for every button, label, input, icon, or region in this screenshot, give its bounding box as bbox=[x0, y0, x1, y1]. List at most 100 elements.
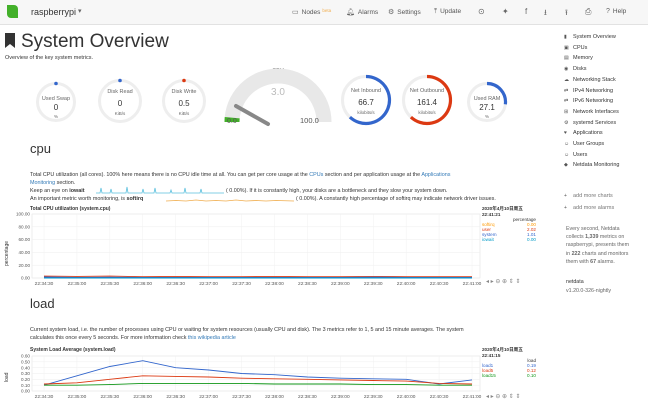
y-tick-label: 0.30 bbox=[21, 371, 30, 376]
nav-settings[interactable]: ⚙ Settings bbox=[388, 9, 421, 16]
sidebar-item-users[interactable]: ☺ Users bbox=[564, 151, 588, 158]
gauge-used-swap[interactable]: Used Swap 0 % bbox=[35, 81, 77, 123]
disk-icon: ◉ bbox=[564, 66, 569, 73]
gear-icon: ⚙ bbox=[388, 9, 395, 16]
sidebar-item-memory[interactable]: ▤ Memory bbox=[564, 55, 593, 62]
download-icon[interactable]: ⭳ bbox=[544, 8, 547, 17]
gauge-disk-write[interactable]: Disk Write 0.5 KiB/s bbox=[161, 78, 207, 124]
users-icon: ☺ bbox=[564, 141, 570, 147]
nav-update[interactable]: ⤒ Update bbox=[434, 8, 462, 15]
iowait-sparkline bbox=[96, 186, 224, 194]
cloud-icon: ☁ bbox=[564, 76, 569, 83]
gauge-disk-read[interactable]: Disk Read 0 KiB/s bbox=[97, 78, 143, 124]
y-tick-label: 20.00 bbox=[19, 263, 31, 268]
sidebar-item-systemd-services[interactable]: ⚙ systemd Services bbox=[564, 119, 617, 126]
sitemap-icon: ⊞ bbox=[564, 108, 569, 115]
sidebar-item-ipv6-networking[interactable]: ⇄ IPv6 Networking bbox=[564, 98, 614, 105]
sidebar-item-user-groups[interactable]: ☺ User Groups bbox=[564, 141, 605, 147]
sidebar-item-disks[interactable]: ◉ Disks bbox=[564, 66, 587, 73]
series-line-load1 bbox=[43, 360, 473, 386]
series-line-user bbox=[43, 275, 472, 278]
load-chart-legend: 2020年4月10日周五 22:41:15 load load1 0.19 load… bbox=[482, 347, 536, 378]
nav-nodes[interactable]: ▭ Nodes beta bbox=[292, 8, 332, 16]
sidebar-item-system-overview[interactable]: ▮ System Overview bbox=[564, 34, 616, 40]
print-icon[interactable]: ⎙ bbox=[585, 7, 592, 16]
x-tick-label: 22:37:00 bbox=[199, 394, 218, 400]
x-tick-label: 22:36:00 bbox=[133, 281, 152, 287]
host-name[interactable]: raspberrypi bbox=[31, 7, 77, 17]
y-tick-label: 0.50 bbox=[21, 359, 30, 364]
cpus-link[interactable]: CPUs bbox=[309, 172, 324, 178]
upload-icon[interactable]: ⭱ bbox=[565, 8, 568, 17]
bookmark-icon bbox=[5, 33, 15, 48]
add-more-charts-link[interactable]: + add more charts bbox=[564, 193, 613, 199]
sidebar-item-netdata-monitoring[interactable]: ◆ Netdata Monitoring bbox=[564, 162, 620, 169]
cpu-gauge-arc bbox=[224, 68, 332, 126]
load-chart[interactable]: 0.600.500.400.300.200.100.00 22:34:30 22:3… bbox=[0, 351, 540, 405]
x-tick-label: 22:40:00 bbox=[397, 281, 416, 287]
x-tick-label: 22:37:00 bbox=[199, 281, 218, 287]
legend-item-iowait[interactable]: iowait 0.00 bbox=[482, 237, 536, 242]
gauge-net-outbound[interactable]: Net Outbound 161.4 kilobits/s bbox=[401, 74, 453, 126]
gauge-arc bbox=[486, 81, 508, 105]
gauge-ring bbox=[402, 74, 453, 126]
gauge-marker bbox=[182, 78, 186, 83]
user-icon: ☺ bbox=[564, 151, 570, 158]
legend-item-system[interactable]: system 1.01 bbox=[482, 232, 536, 237]
gauge-arc bbox=[348, 74, 392, 126]
x-tick-label: 22:37:30 bbox=[232, 394, 251, 400]
footer-name: netdata bbox=[566, 279, 584, 285]
update-icon: ⤒ bbox=[434, 8, 438, 15]
sidebar-item-networking-stack[interactable]: ☁ Networking Stack bbox=[564, 76, 616, 83]
y-tick-label: 60.00 bbox=[19, 237, 31, 242]
footer-version: v1.20.0-326-nightly bbox=[566, 288, 612, 294]
facebook-icon[interactable]: f bbox=[525, 7, 528, 16]
x-tick-label: 22:39:30 bbox=[364, 281, 383, 287]
add-more-alarms-link[interactable]: + add more alarms bbox=[564, 205, 615, 211]
page-subtitle: Overview of the key system metrics. bbox=[5, 55, 94, 61]
legend-item-load5[interactable]: load5 0.12 bbox=[482, 368, 536, 373]
x-tick-label: 22:35:00 bbox=[68, 394, 87, 400]
y-tick-label: 80.00 bbox=[19, 224, 31, 229]
applications-monitoring-link[interactable]: Monitoring bbox=[30, 180, 56, 186]
gauge-arc bbox=[409, 74, 453, 126]
legend-item-user[interactable]: user 2.02 bbox=[482, 227, 536, 232]
legend-item-load15[interactable]: load15 0.10 bbox=[482, 373, 536, 378]
cpu-icon: ▣ bbox=[564, 44, 569, 51]
gauge-used-ram[interactable]: Used RAM 27.1 % bbox=[466, 81, 508, 123]
legend-item-load1[interactable]: load1 0.19 bbox=[482, 363, 536, 368]
netdata-logo-icon[interactable] bbox=[7, 5, 18, 18]
chevron-down-icon[interactable]: ▾ bbox=[78, 8, 82, 15]
sidebar-item-cpus[interactable]: ▣ CPUs bbox=[564, 44, 588, 51]
sidebar-item-network-interfaces[interactable]: ⊞ Network Interfaces bbox=[564, 108, 619, 115]
beta-badge: beta bbox=[322, 8, 332, 13]
x-tick-label: 22:38:30 bbox=[298, 281, 317, 287]
gauge-net-inbound[interactable]: Net Inbound 66.7 kilobits/s bbox=[340, 74, 392, 126]
network-icon: ⇄ bbox=[564, 98, 569, 105]
cpu-chart-controls[interactable]: ◂ ▸ ⊖ ⊕ ⇕ ⇕ bbox=[486, 279, 521, 285]
series-line-load15 bbox=[44, 382, 472, 386]
sidebar-item-applications[interactable]: ♥ Applications bbox=[564, 130, 603, 137]
gauge-marker bbox=[118, 78, 122, 83]
section-title-load: load bbox=[30, 296, 55, 311]
bookmark-icon: ▮ bbox=[564, 34, 567, 40]
nav-help[interactable]: ? Help bbox=[606, 8, 627, 15]
twitter-icon[interactable]: ✦ bbox=[502, 7, 509, 16]
x-tick-label: 22:38:00 bbox=[265, 281, 284, 287]
x-tick-label: 22:35:30 bbox=[101, 281, 120, 287]
y-tick-label: 0.20 bbox=[21, 377, 30, 382]
x-tick-label: 22:36:30 bbox=[166, 394, 185, 400]
x-tick-label: 22:40:30 bbox=[430, 281, 449, 287]
nodes-icon: ▭ bbox=[292, 9, 299, 16]
wikipedia-link[interactable]: this wikipedia article bbox=[187, 335, 236, 341]
cpu-chart[interactable]: 100.00 80.00 60.00 40.00 20.00 0.00 22:34:30 22… bbox=[0, 210, 540, 288]
legend-item-softirq[interactable]: softirq 0.00 bbox=[482, 222, 536, 227]
nav-alarms[interactable]: 🔔︎ Alarms bbox=[346, 9, 379, 16]
github-icon[interactable]: ⊙ bbox=[478, 7, 485, 16]
x-tick-label: 22:41:00 bbox=[463, 394, 482, 400]
load-chart-controls[interactable]: ◂ ▸ ⊖ ⊕ ⇕ ⇕ bbox=[486, 394, 521, 400]
x-tick-label: 22:38:00 bbox=[265, 394, 284, 400]
applications-link[interactable]: Applications bbox=[421, 172, 451, 178]
sidebar-item-ipv4-networking[interactable]: ⇄ IPv4 Networking bbox=[564, 87, 614, 94]
gauge-cpu[interactable]: CPU 3.0 0.0 100.0 bbox=[222, 66, 334, 128]
